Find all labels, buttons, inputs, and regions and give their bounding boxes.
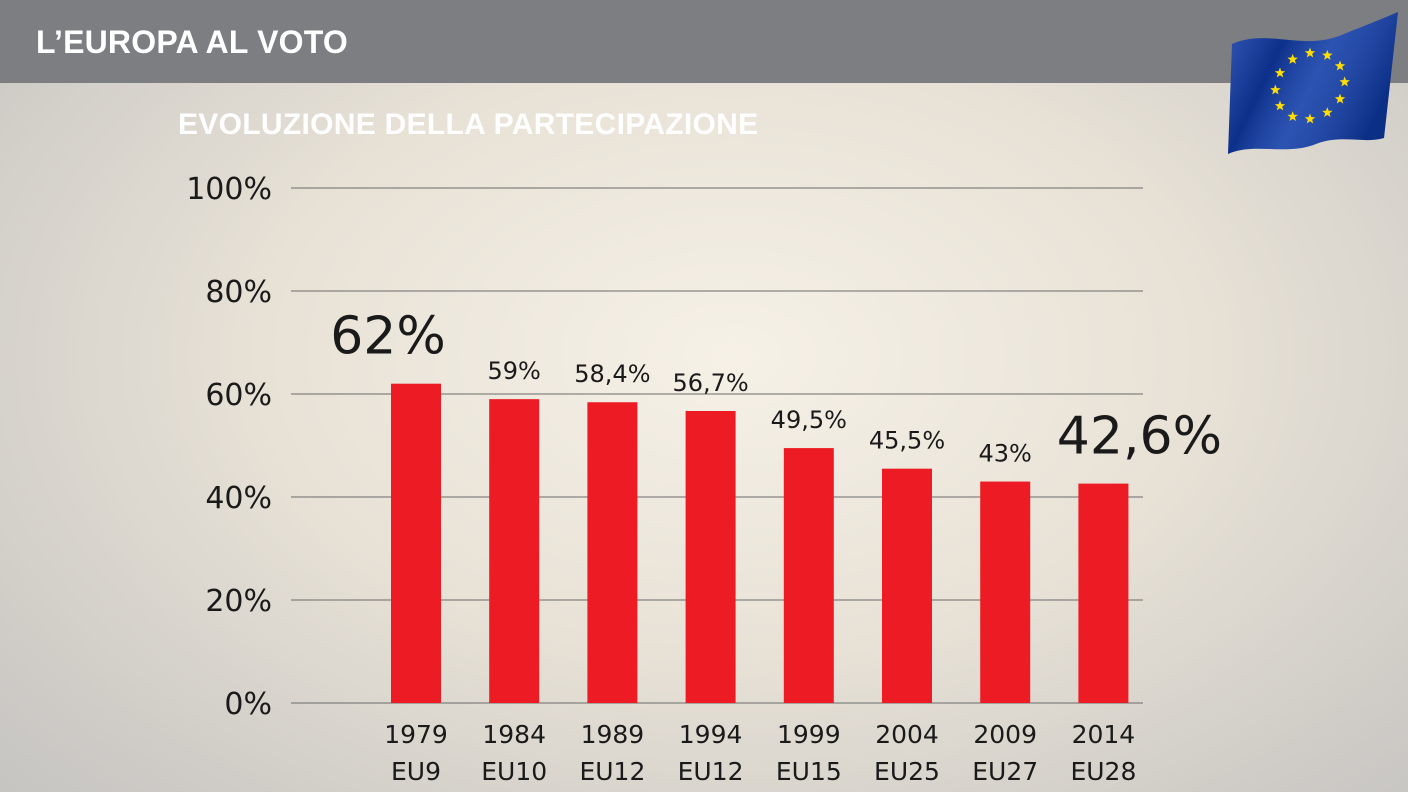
flag-star-icon [1274, 100, 1286, 111]
chart-title: EVOLUZIONE DELLA PARTECIPAZIONE [178, 108, 759, 141]
x-tick-label: 1994 [679, 720, 743, 749]
data-label: 49,5% [771, 406, 847, 434]
x-tick-sublabel: EU25 [874, 757, 940, 786]
bar [1078, 483, 1129, 703]
x-tick-label: 1999 [777, 720, 841, 749]
flag-star-icon [1287, 53, 1298, 64]
y-tick-label: 80% [205, 275, 272, 310]
x-tick-label: 1989 [581, 720, 645, 749]
data-label: 43% [979, 440, 1032, 468]
flag-star-icon [1270, 84, 1281, 95]
flag-star-icon [1339, 76, 1350, 87]
data-label: 62% [330, 307, 446, 367]
x-tick-label: 1979 [384, 720, 448, 749]
x-tick-sublabel: EU12 [678, 757, 744, 786]
flag-star-icon [1274, 67, 1286, 78]
y-tick-label: 100% [186, 172, 272, 207]
y-tick-label: 60% [205, 378, 272, 413]
flag-star-icon [1334, 93, 1346, 104]
x-tick-sublabel: EU9 [391, 757, 441, 786]
header-bar: L’EUROPA AL VOTO [0, 0, 1408, 83]
x-tick-sublabel: EU12 [579, 757, 645, 786]
flag-star-icon [1287, 111, 1298, 122]
page-title: L’EUROPA AL VOTO [36, 24, 348, 60]
x-tick-sublabel: EU15 [776, 757, 842, 786]
bar [882, 468, 932, 703]
eu-flag-icon [1228, 12, 1398, 154]
x-tick-label: 2014 [1072, 720, 1136, 749]
y-tick-label: 0% [224, 687, 272, 722]
x-tick-sublabel: EU10 [481, 757, 547, 786]
data-label: 56,7% [672, 369, 748, 397]
data-label: 58,4% [574, 360, 650, 388]
flag-star-icon [1322, 49, 1333, 60]
x-tick-label: 1984 [482, 720, 546, 749]
y-tick-label: 20% [205, 584, 272, 619]
x-tick-sublabel: EU27 [972, 757, 1038, 786]
data-label: 59% [488, 357, 541, 385]
x-tick-label: 2009 [973, 720, 1037, 749]
data-label: 45,5% [869, 427, 945, 455]
flag-star-icon [1322, 107, 1333, 118]
bar [980, 481, 1031, 703]
bar [685, 410, 736, 703]
bar [783, 448, 834, 703]
data-label: 42,6% [1057, 407, 1222, 467]
flag-star-icon [1304, 47, 1316, 58]
flag-star-icon [1334, 60, 1346, 71]
x-tick-label: 2004 [875, 720, 939, 749]
bar [489, 399, 540, 703]
x-tick-sublabel: EU28 [1070, 757, 1136, 786]
bar [587, 402, 638, 703]
flag-star-icon [1304, 113, 1316, 124]
y-tick-label: 40% [205, 481, 272, 516]
bar [391, 383, 441, 703]
